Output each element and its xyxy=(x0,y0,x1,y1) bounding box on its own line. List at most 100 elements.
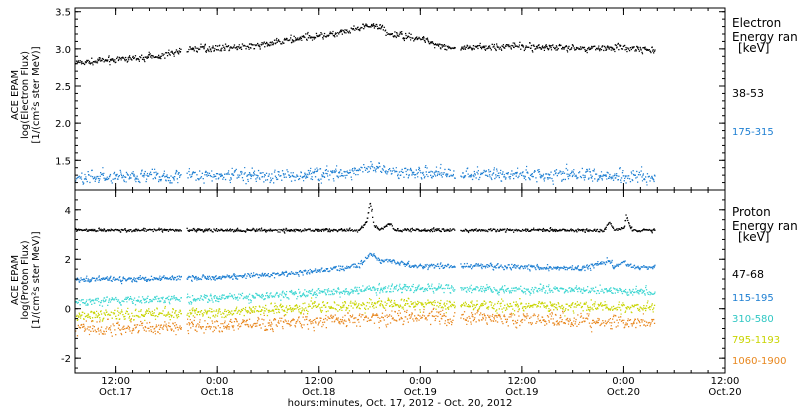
data-point xyxy=(533,45,535,47)
data-point xyxy=(119,169,121,172)
data-point xyxy=(481,264,484,266)
data-point xyxy=(494,288,496,290)
data-point xyxy=(424,266,426,268)
data-point xyxy=(360,166,362,168)
data-point xyxy=(499,289,501,291)
data-point xyxy=(642,174,644,176)
data-point xyxy=(496,175,499,177)
data-point xyxy=(577,47,579,49)
data-point xyxy=(373,253,375,255)
data-point xyxy=(622,175,624,177)
data-point xyxy=(84,316,87,318)
data-point xyxy=(372,287,374,289)
data-point xyxy=(627,291,629,293)
data-point xyxy=(203,46,205,48)
data-point xyxy=(334,267,336,269)
data-point xyxy=(350,27,352,29)
data-point xyxy=(143,230,145,232)
data-point xyxy=(90,311,92,313)
data-point xyxy=(196,230,198,232)
data-point xyxy=(108,313,110,315)
data-point xyxy=(554,172,557,175)
data-point xyxy=(93,177,95,179)
data-point xyxy=(563,292,566,294)
data-point xyxy=(112,178,114,180)
data-point xyxy=(604,263,607,266)
data-point xyxy=(228,275,230,277)
data-point xyxy=(339,293,341,295)
data-point xyxy=(399,287,401,289)
data-point xyxy=(91,62,94,64)
data-point xyxy=(481,46,484,48)
data-point xyxy=(546,285,548,288)
data-point xyxy=(123,318,125,320)
data-point xyxy=(566,163,568,165)
data-point xyxy=(332,35,335,37)
data-point xyxy=(214,48,216,50)
data-point xyxy=(141,169,143,171)
data-point xyxy=(542,175,544,177)
data-point xyxy=(644,46,646,48)
data-point xyxy=(358,292,360,295)
data-point xyxy=(163,275,165,277)
data-point xyxy=(314,268,317,270)
data-point xyxy=(483,289,485,292)
data-point xyxy=(281,292,283,294)
data-point xyxy=(189,46,191,48)
data-point xyxy=(93,277,95,279)
data-point xyxy=(333,180,335,182)
data-point xyxy=(284,229,286,231)
data-point xyxy=(283,228,285,230)
data-point xyxy=(308,172,310,174)
data-point xyxy=(348,32,350,34)
data-point xyxy=(106,229,108,232)
data-point xyxy=(310,293,312,295)
data-point xyxy=(348,266,350,268)
data-point xyxy=(176,275,178,278)
data-point xyxy=(88,174,90,176)
data-point xyxy=(543,230,545,232)
data-point xyxy=(156,295,158,297)
data-point xyxy=(395,263,397,265)
data-point xyxy=(81,172,83,174)
data-point xyxy=(398,35,400,37)
data-point xyxy=(377,166,380,168)
data-point xyxy=(585,50,587,52)
data-point xyxy=(196,279,198,281)
data-point xyxy=(440,174,442,176)
data-point xyxy=(349,227,351,229)
data-point xyxy=(242,298,244,300)
data-point xyxy=(274,169,276,171)
data-point xyxy=(139,181,141,184)
data-point xyxy=(172,52,174,54)
data-point xyxy=(605,175,607,177)
data-point xyxy=(75,301,78,303)
data-point xyxy=(232,278,234,280)
data-point xyxy=(176,178,178,180)
data-point xyxy=(355,290,357,292)
data-point xyxy=(504,285,506,287)
data-point xyxy=(504,176,506,178)
data-point xyxy=(379,165,381,168)
data-point xyxy=(75,315,78,318)
data-point xyxy=(127,307,129,309)
data-point xyxy=(290,37,292,39)
data-point xyxy=(640,170,642,172)
data-point xyxy=(543,180,545,182)
data-point xyxy=(142,56,145,59)
data-point xyxy=(117,176,120,178)
data-point xyxy=(113,230,115,232)
data-point xyxy=(530,264,532,266)
data-point xyxy=(307,31,309,34)
data-point xyxy=(341,230,343,232)
data-point xyxy=(416,267,418,269)
data-point xyxy=(484,265,486,267)
data-point xyxy=(202,299,204,301)
data-point xyxy=(549,291,551,293)
data-point xyxy=(497,172,500,174)
data-point xyxy=(551,268,553,270)
data-point xyxy=(578,268,580,271)
data-point xyxy=(172,277,174,280)
data-point xyxy=(615,177,617,179)
data-point xyxy=(166,55,169,57)
